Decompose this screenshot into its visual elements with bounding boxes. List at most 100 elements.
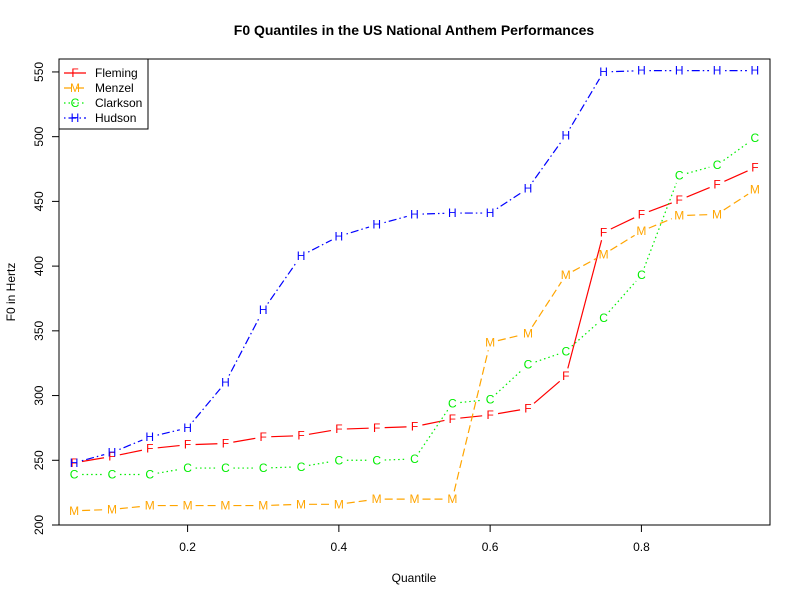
- series-segment: [453, 350, 489, 492]
- data-point: H: [410, 207, 419, 221]
- series-segment: [687, 214, 710, 216]
- data-point: C: [410, 452, 419, 466]
- series-segment: [686, 187, 710, 198]
- series-segment: [531, 281, 562, 328]
- y-tick-label: 500: [32, 126, 46, 146]
- data-point: F: [562, 369, 569, 383]
- series-segment: [157, 429, 180, 436]
- chart-title: F0 Quantiles in the US National Anthem P…: [234, 22, 595, 38]
- series-segment: [608, 280, 637, 313]
- y-tick-label: 400: [32, 256, 46, 276]
- axes: 0.2 0.4 0.6 0.8 200 250 300 350 400 450 500 550: [32, 62, 650, 554]
- data-point: F: [600, 225, 607, 239]
- series-segment: [723, 142, 749, 161]
- data-point: M: [334, 497, 344, 511]
- data-point: H: [70, 456, 79, 470]
- series-segment: [723, 193, 749, 211]
- series-segment: [422, 419, 445, 426]
- series-segment: [308, 461, 332, 466]
- series-segment: [82, 509, 104, 512]
- series-segment: [271, 503, 294, 506]
- series-segment: [532, 141, 562, 183]
- legend-symbol: C: [71, 96, 80, 110]
- x-axis-label: Quantile: [392, 571, 437, 585]
- data-point: M: [712, 207, 722, 221]
- data-point: H: [259, 303, 268, 317]
- data-point: M: [107, 502, 117, 516]
- data-point: C: [751, 131, 760, 145]
- legend-label: Hudson: [95, 111, 136, 125]
- series-segment: [497, 334, 521, 342]
- series-segment: [119, 449, 143, 456]
- data-point: H: [751, 64, 760, 78]
- data-point: C: [486, 392, 495, 406]
- data-point: F: [676, 193, 683, 207]
- series-segment: [611, 70, 634, 73]
- data-point: M: [183, 499, 193, 513]
- data-point: M: [258, 499, 268, 513]
- data-point: C: [372, 453, 381, 467]
- data-point: H: [221, 376, 230, 390]
- data-point: F: [222, 436, 229, 450]
- data-point: C: [259, 461, 268, 475]
- data-point: M: [410, 492, 420, 506]
- data-point: H: [183, 421, 192, 435]
- data-point: H: [372, 218, 381, 232]
- series-segment: [567, 240, 603, 369]
- data-point: H: [713, 64, 722, 78]
- series-segment: [81, 457, 105, 463]
- series-segment: [267, 261, 297, 304]
- series-segment: [346, 226, 370, 235]
- series-segment: [195, 443, 218, 446]
- x-tick-label: 0.6: [482, 540, 499, 554]
- series-segment: [569, 78, 601, 129]
- data-point: H: [297, 249, 306, 263]
- data-point: C: [108, 468, 117, 482]
- data-point: M: [561, 268, 571, 282]
- series-segment: [384, 215, 407, 224]
- data-point: H: [561, 128, 570, 142]
- series-segment: [346, 427, 369, 430]
- data-point: F: [713, 178, 720, 192]
- data-point: M: [636, 224, 646, 238]
- series-segment: [119, 439, 143, 451]
- data-point: M: [145, 499, 155, 513]
- series-segment: [495, 369, 523, 395]
- data-point: F: [411, 420, 418, 434]
- series-segment: [157, 468, 180, 474]
- series-segment: [422, 212, 445, 215]
- series-segment: [384, 426, 407, 429]
- data-point: M: [372, 492, 382, 506]
- series-segment: [496, 192, 522, 210]
- data-point: C: [637, 268, 646, 282]
- series-segment: [119, 505, 142, 510]
- series-segment: [308, 429, 332, 435]
- y-tick-label: 350: [32, 321, 46, 341]
- legend: F Fleming M Menzel C Clarkson H Hudson: [58, 58, 149, 130]
- series-segment: [497, 409, 521, 415]
- data-point: C: [297, 460, 306, 474]
- series-segment: [307, 239, 333, 253]
- series-segment: [271, 435, 294, 438]
- data-point: C: [599, 311, 608, 325]
- data-point: C: [70, 468, 79, 482]
- y-axis-label: F0 in Hertz: [4, 263, 18, 322]
- data-point: H: [448, 206, 457, 220]
- data-point: C: [145, 468, 154, 482]
- legend-label: Menzel: [95, 81, 134, 95]
- series-segment: [648, 218, 673, 229]
- legend-label: Fleming: [95, 66, 138, 80]
- series-segment: [418, 409, 449, 453]
- data-point: M: [599, 247, 609, 261]
- legend-symbol: F: [71, 66, 78, 80]
- data-point: M: [447, 492, 457, 506]
- y-tick-label: 250: [32, 450, 46, 470]
- data-point: F: [297, 429, 304, 443]
- y-tick-label: 300: [32, 385, 46, 405]
- series-segment: [81, 454, 105, 462]
- x-tick-label: 0.8: [633, 540, 650, 554]
- legend-symbol: H: [71, 111, 80, 125]
- data-point: H: [335, 229, 344, 243]
- series-segment: [610, 217, 635, 230]
- data-point: M: [523, 326, 533, 340]
